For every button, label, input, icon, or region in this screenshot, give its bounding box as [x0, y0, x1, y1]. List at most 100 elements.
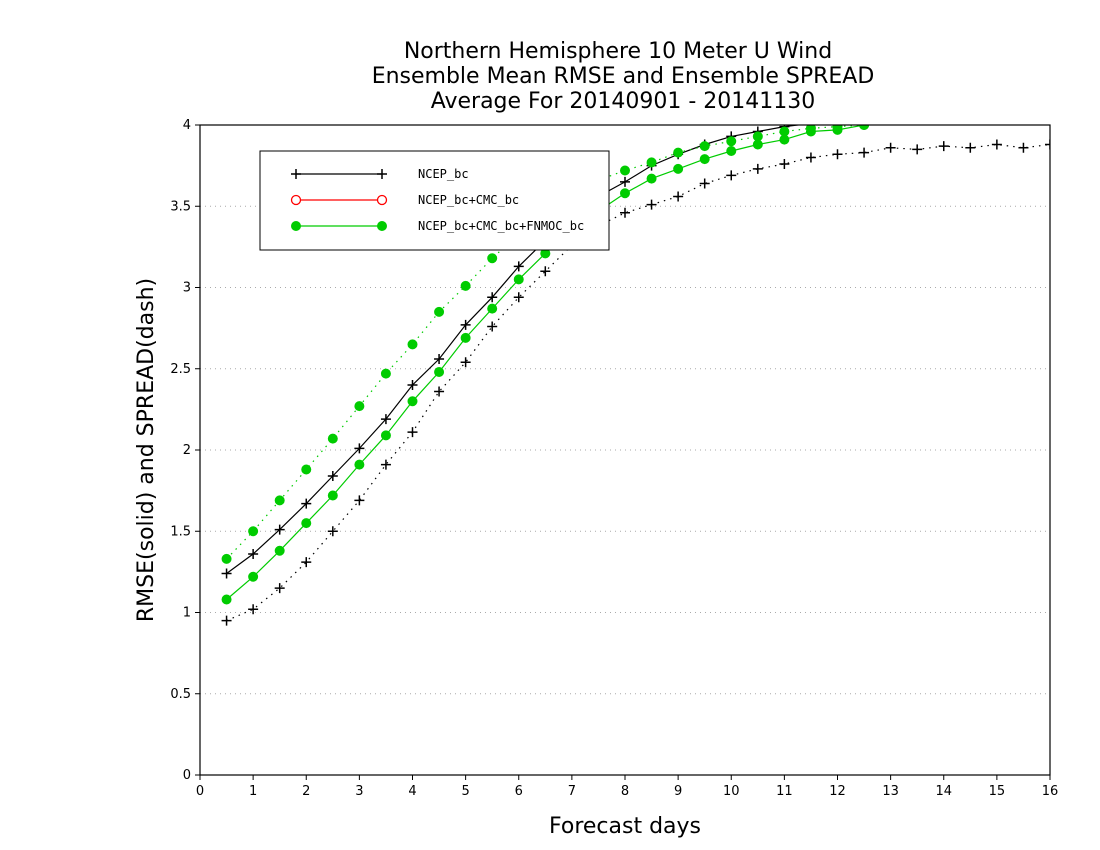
data-point-ncep-bc-cmc-bc-fnmoc-bc-rmse: [221, 594, 232, 605]
data-point-ncep-bc-spread: [434, 386, 445, 397]
data-point-ncep-bc-cmc-bc-fnmoc-bc-spread: [434, 306, 445, 317]
data-point-ncep-bc-rmse: [620, 176, 630, 187]
x-axis: 0 1 2 3 4 5 6 7 8 9 10 11 12 13 14 15 16: [196, 775, 1058, 799]
data-point-ncep-bc-rmse: [859, 114, 869, 124]
data-point-ncep-bc-spread: [274, 583, 285, 594]
legend: NCEP_bc NCEP_bc+CMC_bc NCEP_bc+CMC_bc+FNMO…: [259, 150, 610, 251]
data-point-ncep-bc-spread: [779, 159, 790, 169]
data-point-ncep-bc-spread: [221, 615, 232, 626]
data-point-ncep-bc-spread: [699, 178, 710, 189]
data-point-ncep-bc-cmc-bc-fnmoc-bc-spread: [221, 553, 232, 564]
data-point-ncep-bc-spread: [805, 152, 816, 163]
data-point-ncep-bc-rmse: [301, 498, 312, 509]
data-point-ncep-bc-cmc-bc-fnmoc-bc-spread: [327, 433, 338, 444]
legend-label: NCEP_bc: [418, 167, 469, 181]
data-point-ncep-bc-spread: [380, 459, 391, 470]
legend-entry-3: NCEP_bc+CMC_bc+FNMOC_bc: [291, 219, 584, 233]
legend-label: NCEP_bc+CMC_bc+FNMOC_bc: [418, 219, 584, 233]
data-point-ncep-bc-spread: [460, 357, 471, 368]
data-point-ncep-bc-spread: [832, 149, 843, 160]
chart-title-line-1: Northern Hemisphere 10 Meter U Wind: [404, 39, 832, 64]
x-tick-label: 0: [196, 784, 204, 799]
legend-marker: [291, 169, 301, 179]
x-tick-label: 16: [1042, 784, 1059, 799]
x-tick-label: 1: [249, 784, 257, 799]
data-point-ncep-bc-rmse: [460, 319, 471, 330]
series-layer: [221, 112, 1050, 626]
y-axis-label: RMSE(solid) and SPREAD(dash): [134, 278, 159, 622]
data-point-ncep-bc-cmc-bc-fnmoc-bc-rmse: [274, 545, 285, 556]
data-point-ncep-bc-rmse: [886, 112, 896, 122]
data-point-ncep-bc-cmc-bc-fnmoc-bc-spread: [832, 125, 843, 132]
data-point-ncep-bc-spread: [620, 207, 630, 218]
data-point-ncep-bc-spread: [487, 321, 498, 332]
data-point-ncep-bc-rmse: [513, 261, 524, 272]
x-tick-label: 6: [515, 784, 523, 799]
data-point-ncep-bc-cmc-bc-fnmoc-bc-spread: [354, 401, 365, 412]
data-point-ncep-bc-rmse: [836, 125, 839, 126]
data-point-ncep-bc-rmse: [434, 354, 445, 364]
chart-title-line-2: Ensemble Mean RMSE and Ensemble SPREAD: [372, 64, 875, 89]
data-point-ncep-bc-spread: [540, 266, 551, 277]
y-tick-label: 1: [183, 606, 191, 621]
x-tick-label: 2: [302, 784, 310, 799]
data-point-ncep-bc-cmc-bc-fnmoc-bc-spread: [620, 165, 630, 176]
y-tick-label: 2: [183, 443, 191, 458]
data-point-ncep-bc-cmc-bc-fnmoc-bc-spread: [752, 131, 763, 142]
y-tick-label: 1.5: [170, 524, 191, 539]
data-point-ncep-bc-spread: [885, 142, 896, 153]
data-point-ncep-bc-cmc-bc-fnmoc-bc-spread: [646, 157, 657, 168]
data-point-ncep-bc-cmc-bc-fnmoc-bc-rmse: [673, 163, 684, 174]
data-point-ncep-bc-spread: [327, 526, 338, 537]
data-point-ncep-bc-rmse: [354, 443, 365, 454]
data-point-ncep-bc-spread: [752, 163, 763, 174]
data-point-ncep-bc-cmc-bc-fnmoc-bc-rmse: [513, 274, 524, 285]
data-point-ncep-bc-cmc-bc-fnmoc-bc-spread: [673, 147, 684, 158]
y-tick-label: 0.5: [170, 687, 191, 702]
data-point-ncep-bc-cmc-bc-fnmoc-bc-spread: [779, 126, 790, 137]
y-tick-label: 3.5: [170, 199, 191, 214]
data-point-ncep-bc-cmc-bc-fnmoc-bc-spread: [699, 141, 710, 152]
legend-marker: [290, 194, 302, 206]
x-tick-label: 9: [674, 784, 682, 799]
data-point-ncep-bc-cmc-bc-fnmoc-bc-rmse: [726, 146, 737, 156]
legend-label: NCEP_bc+CMC_bc: [418, 193, 519, 207]
data-point-ncep-bc-spread: [1018, 142, 1029, 153]
data-point-ncep-bc-rmse: [274, 524, 285, 535]
data-point-ncep-bc-cmc-bc-fnmoc-bc-rmse: [460, 332, 471, 343]
y-tick-label: 3: [183, 281, 191, 296]
data-point-ncep-bc-rmse: [248, 549, 259, 559]
legend-marker: [377, 221, 387, 231]
y-tick-label: 4: [183, 118, 191, 133]
data-point-ncep-bc-spread: [248, 604, 259, 615]
data-point-ncep-bc-cmc-bc-fnmoc-bc-rmse: [620, 188, 630, 199]
y-grid-lines: [200, 205, 1050, 695]
data-point-ncep-bc-cmc-bc-fnmoc-bc-rmse: [407, 396, 418, 407]
chart-title: Northern Hemisphere 10 Meter U Wind Ense…: [372, 39, 875, 114]
data-point-ncep-bc-spread: [354, 495, 365, 506]
data-point-ncep-bc-cmc-bc-fnmoc-bc-rmse: [248, 571, 259, 582]
data-point-ncep-bc-cmc-bc-fnmoc-bc-rmse: [354, 459, 365, 470]
data-point-ncep-bc-spread: [991, 139, 1002, 150]
data-point-ncep-bc-rmse: [221, 568, 232, 579]
legend-marker: [377, 169, 387, 179]
data-point-ncep-bc-spread: [673, 191, 684, 202]
data-point-ncep-bc-cmc-bc-fnmoc-bc-rmse: [487, 303, 498, 314]
data-point-ncep-bc-spread: [301, 557, 312, 568]
data-point-ncep-bc-cmc-bc-fnmoc-bc-spread: [274, 495, 285, 506]
data-point-ncep-bc-cmc-bc-fnmoc-bc-rmse: [646, 173, 657, 184]
data-point-ncep-bc-spread: [726, 170, 737, 181]
x-tick-label: 13: [882, 784, 899, 799]
data-point-ncep-bc-cmc-bc-fnmoc-bc-rmse: [327, 490, 338, 501]
data-point-ncep-bc-rmse: [407, 380, 418, 390]
series-line-ncep-bc-spread: [226, 143, 1050, 622]
data-point-ncep-bc-rmse: [327, 471, 338, 481]
x-tick-label: 7: [568, 784, 576, 799]
legend-entry-2: NCEP_bc+CMC_bc: [290, 193, 519, 207]
y-tick-label: 0: [183, 768, 191, 783]
x-tick-label: 11: [776, 784, 793, 799]
x-tick-label: 5: [461, 784, 469, 799]
data-point-ncep-bc-cmc-bc-fnmoc-bc-spread: [805, 125, 816, 134]
data-point-ncep-bc-cmc-bc-fnmoc-bc-spread: [859, 125, 870, 130]
